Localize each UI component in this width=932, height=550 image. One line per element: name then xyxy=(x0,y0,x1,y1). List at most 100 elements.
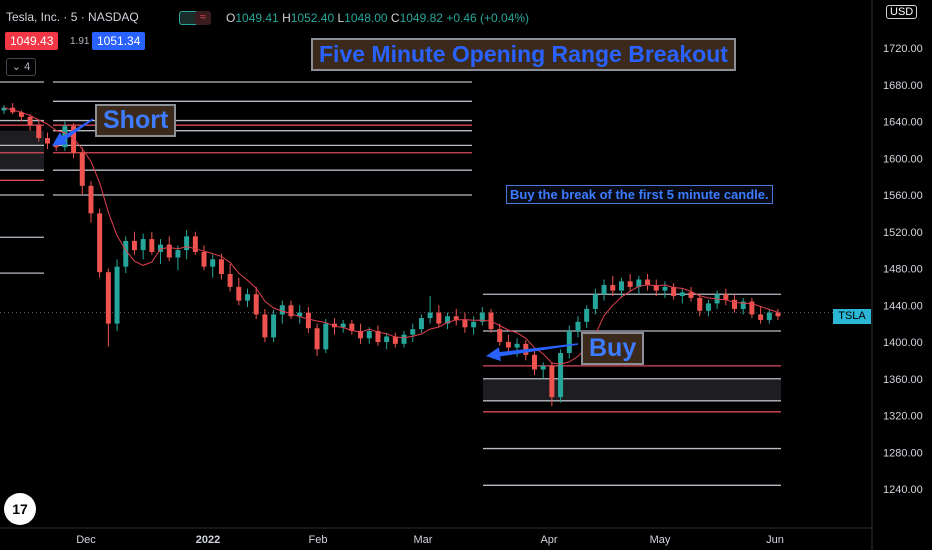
y-tick-label: 1560.00 xyxy=(883,190,923,202)
buy-arrow[interactable] xyxy=(486,343,579,362)
candle-body xyxy=(497,329,503,342)
candle-body xyxy=(131,240,137,251)
chevron-down-icon: ⌄ xyxy=(11,61,22,73)
sell-button[interactable]: 1049.43 xyxy=(5,32,59,50)
candle-body xyxy=(410,329,416,335)
indicators-toggle[interactable]: ⌄ 4 xyxy=(6,58,36,76)
y-tick-label: 1480.00 xyxy=(883,264,923,276)
candle-body xyxy=(114,266,120,324)
tradingview-logo-icon[interactable]: 17 xyxy=(4,493,36,525)
candle-body xyxy=(618,281,624,291)
candle-body xyxy=(201,251,207,267)
candle-body xyxy=(140,239,146,251)
candle-body xyxy=(192,236,198,252)
data-problem-icon[interactable]: ≈ xyxy=(195,11,211,25)
candle-body xyxy=(27,116,33,126)
candle-body xyxy=(471,321,477,328)
y-tick-label: 1280.00 xyxy=(883,447,923,459)
x-tick-label: Apr xyxy=(540,534,557,546)
candle-body xyxy=(766,312,772,320)
candle-body xyxy=(740,301,746,309)
candle-body xyxy=(601,285,607,295)
x-tick-label: Feb xyxy=(309,534,328,546)
candle-body xyxy=(227,274,233,287)
ohlc-open: 1049.41 xyxy=(235,11,279,25)
candle-body xyxy=(549,365,555,398)
candle-body xyxy=(97,213,103,273)
candle-body xyxy=(236,286,242,301)
ohlc-readout: O1049.41 H1052.40 L1048.00 C1049.82 +0.4… xyxy=(226,11,529,25)
candle-body xyxy=(184,236,190,251)
candle-body xyxy=(627,281,633,287)
candle-body xyxy=(436,312,442,324)
candle-body xyxy=(375,330,381,342)
candle-body xyxy=(305,312,311,329)
candle-body xyxy=(166,244,172,258)
candle-body xyxy=(366,330,372,339)
candle-body xyxy=(775,312,781,317)
strategy-note-annotation[interactable]: Buy the break of the first 5 minute cand… xyxy=(506,185,773,204)
buy-arrow-shape xyxy=(486,343,579,362)
buy-label-annotation[interactable]: Buy xyxy=(581,332,645,365)
candle-body xyxy=(732,299,738,309)
candle-body xyxy=(288,305,294,317)
short-arrow[interactable] xyxy=(52,118,94,146)
x-tick-label: May xyxy=(650,534,671,546)
candle-body xyxy=(671,286,677,297)
x-tick-label: Mar xyxy=(414,534,433,546)
y-tick-label: 1440.00 xyxy=(883,300,923,312)
short-label-annotation[interactable]: Short xyxy=(95,104,177,137)
candle-body xyxy=(88,185,94,214)
candle-body xyxy=(384,336,390,342)
chart-title-annotation[interactable]: Five Minute Opening Range Breakout xyxy=(311,38,736,71)
candle-body xyxy=(262,314,268,338)
opening-range-shade-right xyxy=(483,378,781,401)
ohlc-change: +0.46 (+0.04%) xyxy=(446,11,530,25)
candle-body xyxy=(253,294,259,315)
candle-body xyxy=(358,330,364,339)
candle-body xyxy=(662,286,668,291)
candle-body xyxy=(749,301,755,315)
candle-body xyxy=(558,353,564,398)
candle-body xyxy=(705,303,711,311)
candle-body xyxy=(575,321,581,331)
candle-body xyxy=(44,138,50,144)
candle-body xyxy=(610,285,616,291)
candle-body xyxy=(245,294,251,301)
candle-body xyxy=(540,365,546,370)
candle-body xyxy=(679,292,685,297)
candle-body xyxy=(331,323,337,328)
x-tick-label: 2022 xyxy=(196,534,220,546)
candle-body xyxy=(427,312,433,319)
x-tick-label: Jun xyxy=(766,534,784,546)
candle-body xyxy=(175,250,181,258)
candle-body xyxy=(36,125,42,139)
ohlc-high: 1052.40 xyxy=(290,11,335,25)
candle-body xyxy=(323,323,329,350)
y-tick-label: 1320.00 xyxy=(883,411,923,423)
candle-body xyxy=(218,259,224,275)
candle-body xyxy=(297,312,303,317)
ohlc-high-key: H xyxy=(282,11,291,25)
y-tick-label: 1400.00 xyxy=(883,337,923,349)
candle-body xyxy=(566,330,572,354)
symbol-title[interactable]: Tesla, Inc. · 5 · NASDAQ xyxy=(6,10,139,24)
y-tick-label: 1360.00 xyxy=(883,374,923,386)
x-tick-label: Dec xyxy=(76,534,96,546)
candle-body xyxy=(158,244,164,252)
candle-body xyxy=(210,259,216,267)
candle-body xyxy=(279,305,285,315)
buy-button[interactable]: 1051.34 xyxy=(92,32,146,50)
currency-button[interactable]: USD xyxy=(886,5,918,19)
candle-body xyxy=(392,336,398,344)
candle-body xyxy=(1,107,7,111)
candle-body xyxy=(531,354,537,370)
spread-value: 1.91 xyxy=(70,36,90,47)
y-tick-label: 1520.00 xyxy=(883,227,923,239)
candle-body xyxy=(636,279,642,287)
ohlc-close: 1049.82 xyxy=(399,11,443,25)
candle-body xyxy=(349,323,355,331)
candle-body xyxy=(314,328,320,350)
ohlc-low: 1048.00 xyxy=(344,11,388,25)
